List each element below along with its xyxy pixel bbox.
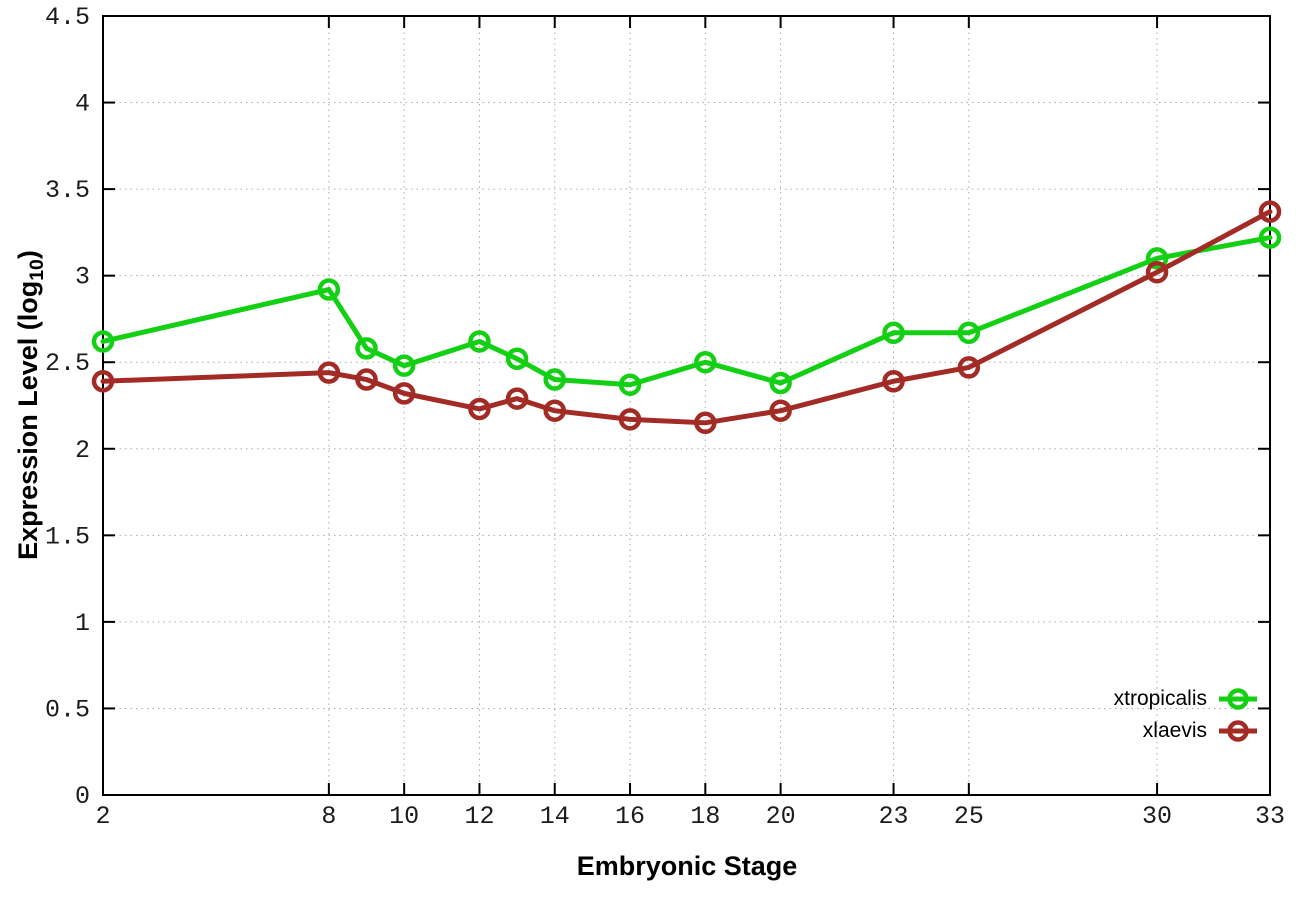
x-tick-label: 14 [540,802,570,831]
data-point-xlaevis [505,387,529,410]
legend: xtropicalis xlaevis [1114,684,1260,745]
data-point-xtropicalis [1258,226,1282,249]
y-axis-title-subscript: 10 [26,259,49,281]
x-tick-label: 18 [690,802,720,831]
y-axis-title-text: Expression Level (log [12,280,43,560]
data-point-xtropicalis [392,354,416,377]
data-point-xtropicalis [505,347,529,371]
data-point-xlaevis [694,411,717,435]
data-point-xtropicalis [91,330,115,353]
x-tick-label: 20 [766,802,796,831]
series-line-xlaevis [100,209,1273,426]
y-tick-label: 2 [75,436,90,465]
plot-border [102,15,1271,796]
data-point-xlaevis [317,361,341,384]
data-point-xtropicalis [355,337,378,360]
x-tick-label: 2 [95,802,110,831]
legend-label-xtropicalis: xtropicalis [1113,686,1207,710]
data-point-xlaevis [1258,200,1282,223]
data-point-xlaevis [392,382,416,405]
legend-item-xtropicalis: xtropicalis [1114,684,1260,713]
data-point-xtropicalis [468,330,491,353]
data-point-xtropicalis [882,321,905,345]
data-point-xtropicalis [694,350,717,374]
data-point-xlaevis [769,399,792,422]
data-point-xlaevis [618,408,642,431]
data-point-xlaevis [355,368,378,391]
y-tick-label: 0 [75,782,90,811]
data-point-xtropicalis [769,371,792,395]
legend-label-xlaevis: xlaevis [1142,718,1207,742]
x-axis-title: Embryonic Stage [576,851,798,881]
x-tick-label: 25 [954,802,984,831]
y-tick-label: 4.5 [45,3,90,32]
y-tick-label: 1 [75,609,90,638]
x-tick-label: 10 [389,802,419,831]
y-tick-label: 0.5 [45,695,90,724]
data-point-xtropicalis [618,373,642,396]
data-point-xlaevis [1145,260,1169,284]
y-tick-label: 3 [75,263,90,292]
legend-item-xlaevis: xlaevis [1143,716,1260,745]
x-tick-label: 8 [321,802,336,831]
legend-marker-icon-xtropicalis [1216,686,1260,712]
data-point-xlaevis [882,370,905,393]
data-point-xlaevis [957,356,981,379]
x-tick-label: 12 [464,802,494,831]
x-tick-label: 30 [1142,802,1172,831]
y-tick-label: 3.5 [45,176,90,205]
legend-marker-icon-xlaevis [1216,718,1260,744]
data-point-xlaevis [91,370,115,393]
data-point-xtropicalis [957,321,981,345]
data-point-xtropicalis [543,368,566,391]
y-axis-title: Expression Level (log10) [13,250,49,560]
data-point-xlaevis [543,399,566,422]
y-tick-label: 2.5 [45,349,90,378]
x-tick-label: 33 [1255,802,1285,831]
y-tick-label: 1.5 [45,522,90,551]
y-axis-title-suffix: ) [12,250,43,260]
data-point-xlaevis [468,397,491,421]
data-point-xtropicalis [1145,247,1169,270]
x-tick-label: 16 [615,802,645,831]
y-tick-label: 4 [75,90,90,119]
x-tick-label: 23 [879,802,909,831]
data-point-xtropicalis [317,278,341,301]
